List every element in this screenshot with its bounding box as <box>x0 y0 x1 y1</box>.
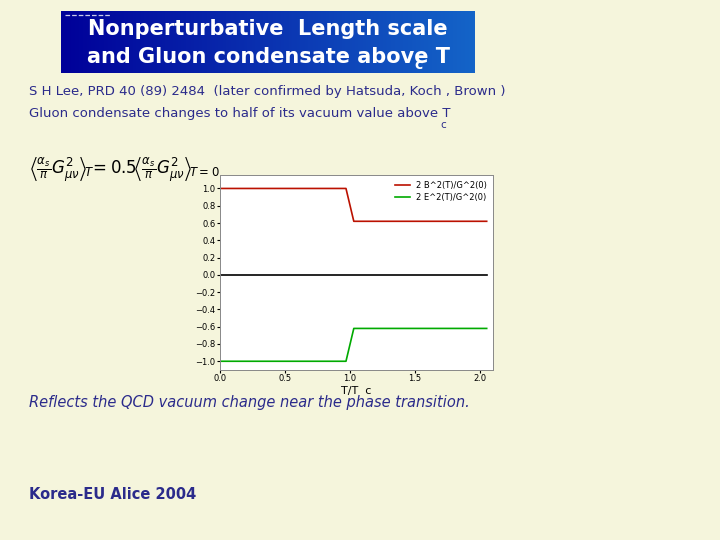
Line: 2 B^2(T)/G^2(0): 2 B^2(T)/G^2(0) <box>220 188 487 221</box>
2 E^2(T)/G^2(0) <box>482 325 491 332</box>
2 B^2(T)/G^2(0) <box>215 185 224 192</box>
X-axis label: T/T  c: T/T c <box>341 386 372 396</box>
Text: S H Lee, PRD 40 (89) 2484  (later confirmed by Hatsuda, Koch , Brown ): S H Lee, PRD 40 (89) 2484 (later confirm… <box>29 85 505 98</box>
2 B^2(T)/G^2(0) <box>342 185 351 192</box>
Text: Korea-EU Alice 2004: Korea-EU Alice 2004 <box>29 487 196 502</box>
2 E^2(T)/G^2(0) <box>342 358 351 365</box>
2 E^2(T)/G^2(0) <box>349 325 358 332</box>
2 E^2(T)/G^2(0) <box>215 358 224 365</box>
2 B^2(T)/G^2(0) <box>482 218 491 225</box>
2 B^2(T)/G^2(0) <box>349 218 358 225</box>
Text: Reflects the QCD vacuum change near the phase transition.: Reflects the QCD vacuum change near the … <box>29 395 469 410</box>
Text: c: c <box>441 120 446 130</box>
2 B^2(T)/G^2(0) <box>342 185 351 192</box>
Text: Nonperturbative  Length scale: Nonperturbative Length scale <box>89 19 448 39</box>
2 E^2(T)/G^2(0) <box>342 358 351 365</box>
Text: and Gluon condensate above T: and Gluon condensate above T <box>86 48 450 68</box>
2 B^2(T)/G^2(0) <box>349 218 358 225</box>
Text: Gluon condensate changes to half of its vacuum value above T: Gluon condensate changes to half of its … <box>29 107 450 120</box>
Line: 2 E^2(T)/G^2(0): 2 E^2(T)/G^2(0) <box>220 328 487 361</box>
Text: $\left\langle \frac{\alpha_s}{\pi} G^2_{\mu\nu} \right\rangle_{\!T}$$\!=0.5\!\le: $\left\langle \frac{\alpha_s}{\pi} G^2_{… <box>29 156 220 185</box>
2 E^2(T)/G^2(0) <box>349 325 358 332</box>
Text: c: c <box>414 58 422 72</box>
Legend: 2 B^2(T)/G^2(0), 2 E^2(T)/G^2(0): 2 B^2(T)/G^2(0), 2 E^2(T)/G^2(0) <box>393 180 489 204</box>
